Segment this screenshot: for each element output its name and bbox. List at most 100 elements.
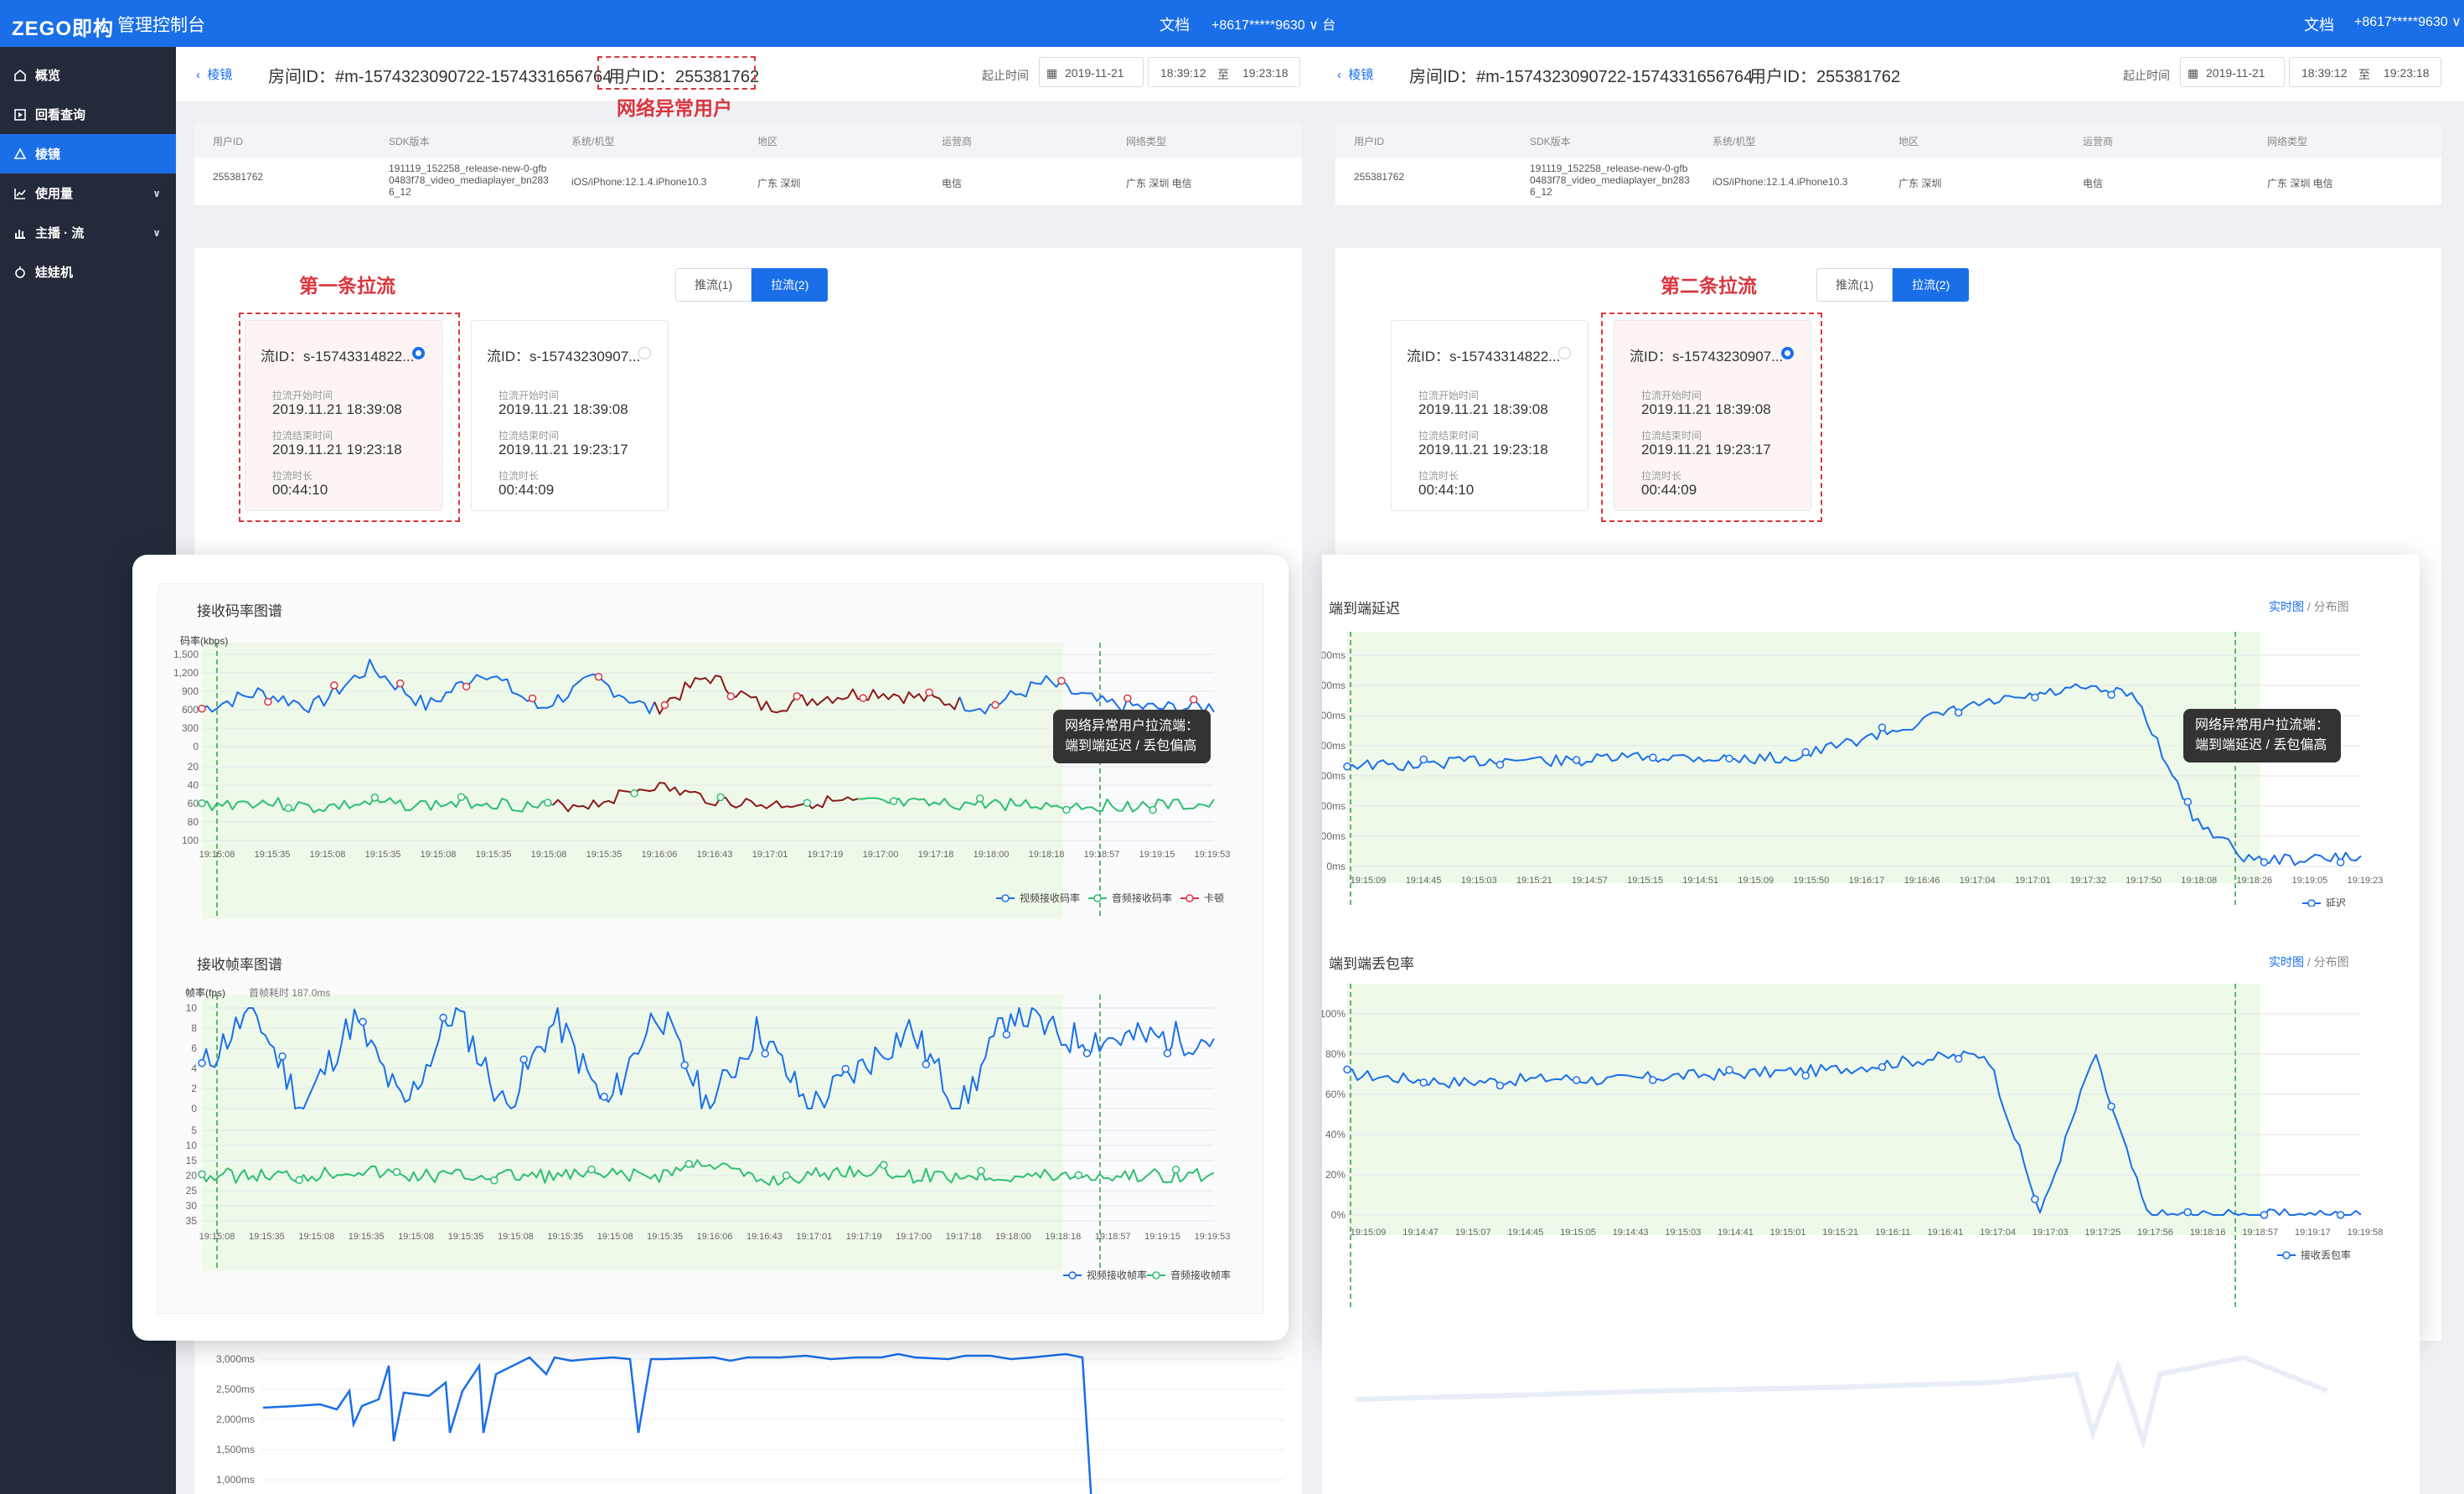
- back-link[interactable]: ‹ 棱镜: [196, 68, 233, 82]
- legend-stutter: 卡顿: [1204, 892, 1224, 904]
- x-tick: 19:15:08: [310, 850, 346, 860]
- back-link[interactable]: ‹ 棱镜: [1337, 68, 1374, 82]
- col-carrier: 运营商: [942, 136, 973, 147]
- end-value: 2019.11.21 19:23:17: [1641, 442, 1771, 458]
- y-tick: 00ms: [1322, 649, 1346, 661]
- y-tick: 00ms: [1322, 680, 1346, 691]
- tab-pull[interactable]: 拉流(2): [752, 268, 829, 302]
- delay-point: [2183, 798, 2193, 806]
- stream-card-2[interactable]: 流ID：s-15743230907... 拉流开始时间 2019.11.21 1…: [1614, 320, 1811, 511]
- delay-point: [1878, 723, 1887, 732]
- audio-fps-point: [1074, 1171, 1083, 1180]
- duration-value: 00:44:09: [1641, 482, 1697, 498]
- start-label: 拉流开始时间: [498, 390, 560, 401]
- delay-view-switch[interactable]: 实时图 / 分布图: [2269, 600, 2349, 613]
- x-tick: 19:15:35: [547, 1232, 583, 1242]
- loss-view-switch[interactable]: 实时图 / 分布图: [2269, 955, 2349, 969]
- legend-loss: 接收丢包率: [2301, 1248, 2351, 1261]
- stream-card-1[interactable]: 流ID：s-15743314822... 拉流开始时间 2019.11.21 1…: [245, 320, 442, 511]
- sidebar-item-claw[interactable]: 娃娃机: [0, 252, 176, 292]
- time-range-picker[interactable]: 18:39:12 至 19:23:18: [1148, 57, 1300, 87]
- time-range-picker[interactable]: 18:39:12 至 19:23:18: [2289, 57, 2441, 87]
- stream-radio[interactable]: [1558, 347, 1571, 359]
- y-axis-unit: 帧率(fps): [185, 986, 225, 999]
- date-picker[interactable]: ▦ 2019-11-21: [1039, 57, 1144, 87]
- video-bitrate-line: [201, 659, 656, 715]
- account-menu[interactable]: +8617*****9630 ∨ 台: [1211, 18, 1336, 33]
- highlight-region: [202, 643, 1063, 919]
- info-table-header: 用户ID SDK版本 系统/机型 地区 运营商 网络类型: [1335, 122, 2441, 158]
- x-tick: 19:17:00: [863, 850, 899, 860]
- tab-pull[interactable]: 拉流(2): [1893, 268, 1970, 302]
- sidebar-item-prism[interactable]: 棱镜: [0, 134, 176, 173]
- claw-icon: [12, 264, 28, 281]
- audio-bitrate-point: [630, 789, 638, 798]
- delay-point: [1343, 762, 1351, 771]
- stutter-point: [726, 692, 736, 700]
- start-label: 拉流开始时间: [1418, 390, 1480, 401]
- chart-icon: [12, 185, 28, 202]
- start-value: 2019.11.21 18:39:08: [272, 401, 402, 417]
- calendar-icon: ▦: [2188, 66, 2199, 80]
- stream-id: 流ID：s-15743230907...: [1630, 349, 1784, 364]
- x-tick: 19:19:15: [1144, 1232, 1180, 1242]
- account-menu-right[interactable]: +8617*****9630 ∨: [2354, 15, 2461, 29]
- date-picker[interactable]: ▦ 2019-11-21: [2180, 57, 2285, 87]
- first-stream-annotation: 第一条拉流: [299, 275, 395, 297]
- col-user-id: 用户ID: [1354, 136, 1385, 147]
- x-tick: 19:17:01: [796, 1232, 832, 1242]
- y-tick: 6: [191, 1042, 197, 1054]
- time-separator: 至: [1217, 68, 1229, 81]
- legend-delay-marker: [2307, 899, 2316, 907]
- push-pull-tabs: 推流(1) 拉流(2): [675, 268, 829, 302]
- stream-radio[interactable]: [638, 347, 651, 359]
- tab-push[interactable]: 推流(1): [675, 268, 752, 302]
- start-label: 拉流开始时间: [1641, 390, 1702, 401]
- room-id: 房间ID：#m-1574323090722-1574331656764: [1409, 68, 1754, 86]
- first-stream-highlight: [239, 313, 460, 522]
- audio-fps-point: [684, 1160, 694, 1168]
- y-tick: 2: [191, 1083, 197, 1094]
- highlight-region: [1347, 632, 2260, 883]
- stream-card-1[interactable]: 流ID：s-15743314822... 拉流开始时间 2019.11.21 1…: [1391, 320, 1588, 511]
- sidebar-item-streams[interactable]: 主播 · 流 ∨: [0, 213, 176, 252]
- tab-push[interactable]: 推流(1): [1816, 268, 1893, 302]
- cell-carrier: 电信: [942, 178, 963, 189]
- start-label: 拉流开始时间: [272, 390, 333, 401]
- col-network: 网络类型: [2267, 136, 2308, 147]
- docs-link[interactable]: 文档: [1160, 17, 1190, 34]
- audio-fps-line: [201, 1159, 1215, 1186]
- abnormal-user-annotation: 网络异常用户: [617, 97, 732, 119]
- cell-sdk-line1: 191119_152258_release-new-0-gfb: [1530, 163, 1688, 174]
- sidebar-item-overview[interactable]: 概览: [0, 55, 176, 95]
- sidebar-item-label: 娃娃机: [35, 266, 74, 280]
- sidebar-item-usage[interactable]: 使用量 ∨: [0, 173, 176, 213]
- stream-card-2[interactable]: 流ID：s-15743230907... 拉流开始时间 2019.11.21 1…: [471, 320, 669, 511]
- stutter-point: [660, 700, 669, 710]
- col-region: 地区: [1898, 136, 1919, 147]
- x-tick: 19:15:35: [448, 1232, 484, 1242]
- y-tick: 0: [193, 741, 199, 752]
- delay-point: [2031, 693, 2039, 702]
- audio-bitrate-point: [370, 794, 380, 802]
- y-tick: 20: [188, 761, 199, 773]
- first-frame-note: 首帧耗时 187.0ms: [249, 987, 330, 999]
- loss-chart-title: 端到端丢包率: [1329, 956, 1414, 972]
- audio-bitrate-point: [544, 799, 552, 807]
- x-tick: 19:14:47: [1402, 1228, 1439, 1238]
- x-tick: 19:18:57: [1095, 1232, 1131, 1242]
- date-value: 2019-11-21: [2206, 66, 2265, 80]
- stream-radio[interactable]: [412, 347, 425, 359]
- loss-point: [1801, 1071, 1810, 1080]
- time-range-label: 起止时间: [982, 69, 1029, 82]
- audio-fps-point: [587, 1165, 596, 1174]
- x-tick: 19:19:53: [1195, 850, 1231, 860]
- video-fps-point: [761, 1049, 769, 1058]
- x-tick: 19:15:08: [498, 1232, 534, 1242]
- sidebar-item-playback[interactable]: 回看查询: [0, 95, 176, 134]
- docs-link-right[interactable]: 文档: [2304, 17, 2334, 34]
- stream-radio[interactable]: [1781, 347, 1794, 359]
- zego-logo[interactable]: ZEGO即构: [12, 18, 115, 40]
- y-tick: 40: [188, 779, 199, 791]
- x-tick: 19:15:08: [531, 850, 567, 860]
